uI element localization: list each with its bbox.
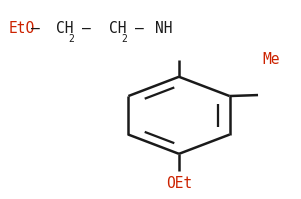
Text: OEt: OEt [166,176,192,191]
Text: —: — [31,21,39,36]
Text: Me: Me [263,53,280,67]
Text: NH: NH [155,21,172,36]
Text: 2: 2 [69,34,75,44]
Text: CH: CH [109,21,126,36]
Text: EtO: EtO [8,21,34,36]
Text: CH: CH [56,21,74,36]
Text: —: — [135,21,144,36]
Text: 2: 2 [122,34,127,44]
Text: —: — [82,21,91,36]
